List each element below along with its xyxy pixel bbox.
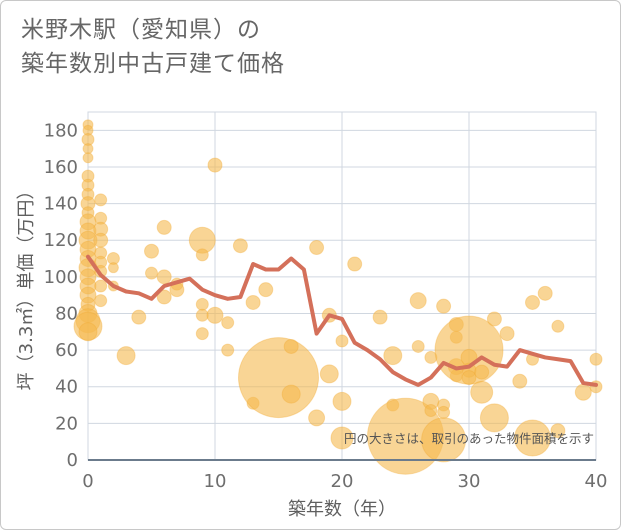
y-tick-label: 160 <box>44 157 78 178</box>
bubble-point <box>116 346 136 366</box>
bubble-point <box>421 417 467 463</box>
y-tick-label: 140 <box>44 194 78 215</box>
size-note: 円の大きさは、取引のあった物件面積を示す <box>344 431 594 446</box>
bubble-point <box>232 238 248 254</box>
bubble-point <box>525 294 540 310</box>
bubble-point <box>330 426 354 450</box>
y-axis-label: 坪（3.3㎡）単価（万円） <box>15 182 37 391</box>
bubble-point <box>156 289 172 305</box>
x-axis-label: 築年数（年） <box>288 499 396 520</box>
bubble-point <box>195 327 209 341</box>
bubble-point <box>258 282 274 298</box>
y-tick-label: 20 <box>55 413 78 434</box>
bubble-point <box>156 219 172 235</box>
bubble-point <box>107 262 119 274</box>
bubble-point <box>94 193 108 207</box>
x-tick-label: 30 <box>458 471 481 492</box>
tick-labels: 0 20 40 60 80 100 120 140 160 180 0 10 20 30 40 <box>44 120 608 492</box>
bubble-point <box>589 352 603 366</box>
bubble-point <box>195 248 209 262</box>
bubble-layer <box>73 119 603 475</box>
bubble-point <box>347 256 363 272</box>
y-tick-label: 100 <box>44 267 78 288</box>
y-tick-label: 0 <box>67 450 78 471</box>
bubble-point <box>514 419 551 457</box>
bubble-point <box>283 338 299 354</box>
bubble-point <box>82 152 94 164</box>
chart-title: 米野木駅（愛知県）の 築年数別中古戸建て価格 <box>21 13 285 81</box>
bubble-point <box>436 298 452 314</box>
bubble-point <box>281 384 301 404</box>
bubble-point <box>372 309 388 325</box>
bubble-point <box>93 232 109 248</box>
bubble-point <box>409 292 427 310</box>
bubble-point <box>332 391 352 411</box>
x-tick-label: 20 <box>331 471 354 492</box>
bubble-point <box>474 364 490 380</box>
bubble-point <box>461 370 477 386</box>
bubble-point <box>383 346 403 366</box>
bubble-point <box>319 364 339 384</box>
chart-title-line-2: 築年数別中古戸建て価格 <box>21 51 285 77</box>
bubble-point <box>470 380 494 404</box>
bubble-point <box>551 319 565 333</box>
bubble-point <box>145 266 158 280</box>
y-tick-label: 80 <box>55 303 78 324</box>
x-tick-label: 40 <box>585 471 608 492</box>
bubble-point <box>207 157 223 173</box>
bubble-point <box>512 373 528 389</box>
bubble-point <box>308 409 326 427</box>
bubble-point <box>486 311 502 327</box>
bubble-point <box>94 294 108 308</box>
y-tick-label: 120 <box>44 230 78 251</box>
bubble-point <box>245 294 261 310</box>
average-price-line <box>86 254 598 387</box>
y-tick-label: 60 <box>55 340 78 361</box>
bubble-point <box>221 316 235 330</box>
y-tick-label: 40 <box>55 377 78 398</box>
bubble-point <box>195 297 209 311</box>
bubble-point <box>437 405 451 419</box>
bubble-point <box>574 383 592 401</box>
x-tick-label: 10 <box>204 471 227 492</box>
bubble-point <box>424 404 438 418</box>
bubble-point <box>206 306 224 324</box>
bubble-point <box>156 269 172 285</box>
bubble-point <box>411 339 425 353</box>
bubble-point <box>131 309 147 325</box>
bubble-point <box>550 423 566 439</box>
bubble-point <box>78 322 98 342</box>
bubble-point <box>479 403 509 433</box>
bubble-point <box>221 343 235 357</box>
bubble-point <box>499 326 515 342</box>
chart-title-line-1: 米野木駅（愛知県）の <box>21 17 261 43</box>
bubble-point <box>309 240 325 256</box>
bubble-point <box>82 143 94 155</box>
x-tick-label: 0 <box>82 471 93 492</box>
average-line-layer <box>86 254 598 387</box>
bubble-point <box>537 285 553 301</box>
y-tick-label: 180 <box>44 120 78 141</box>
bubble-point <box>335 334 349 348</box>
bubble-point <box>238 337 319 419</box>
bubble-point <box>94 279 108 293</box>
bubble-point <box>144 243 159 259</box>
